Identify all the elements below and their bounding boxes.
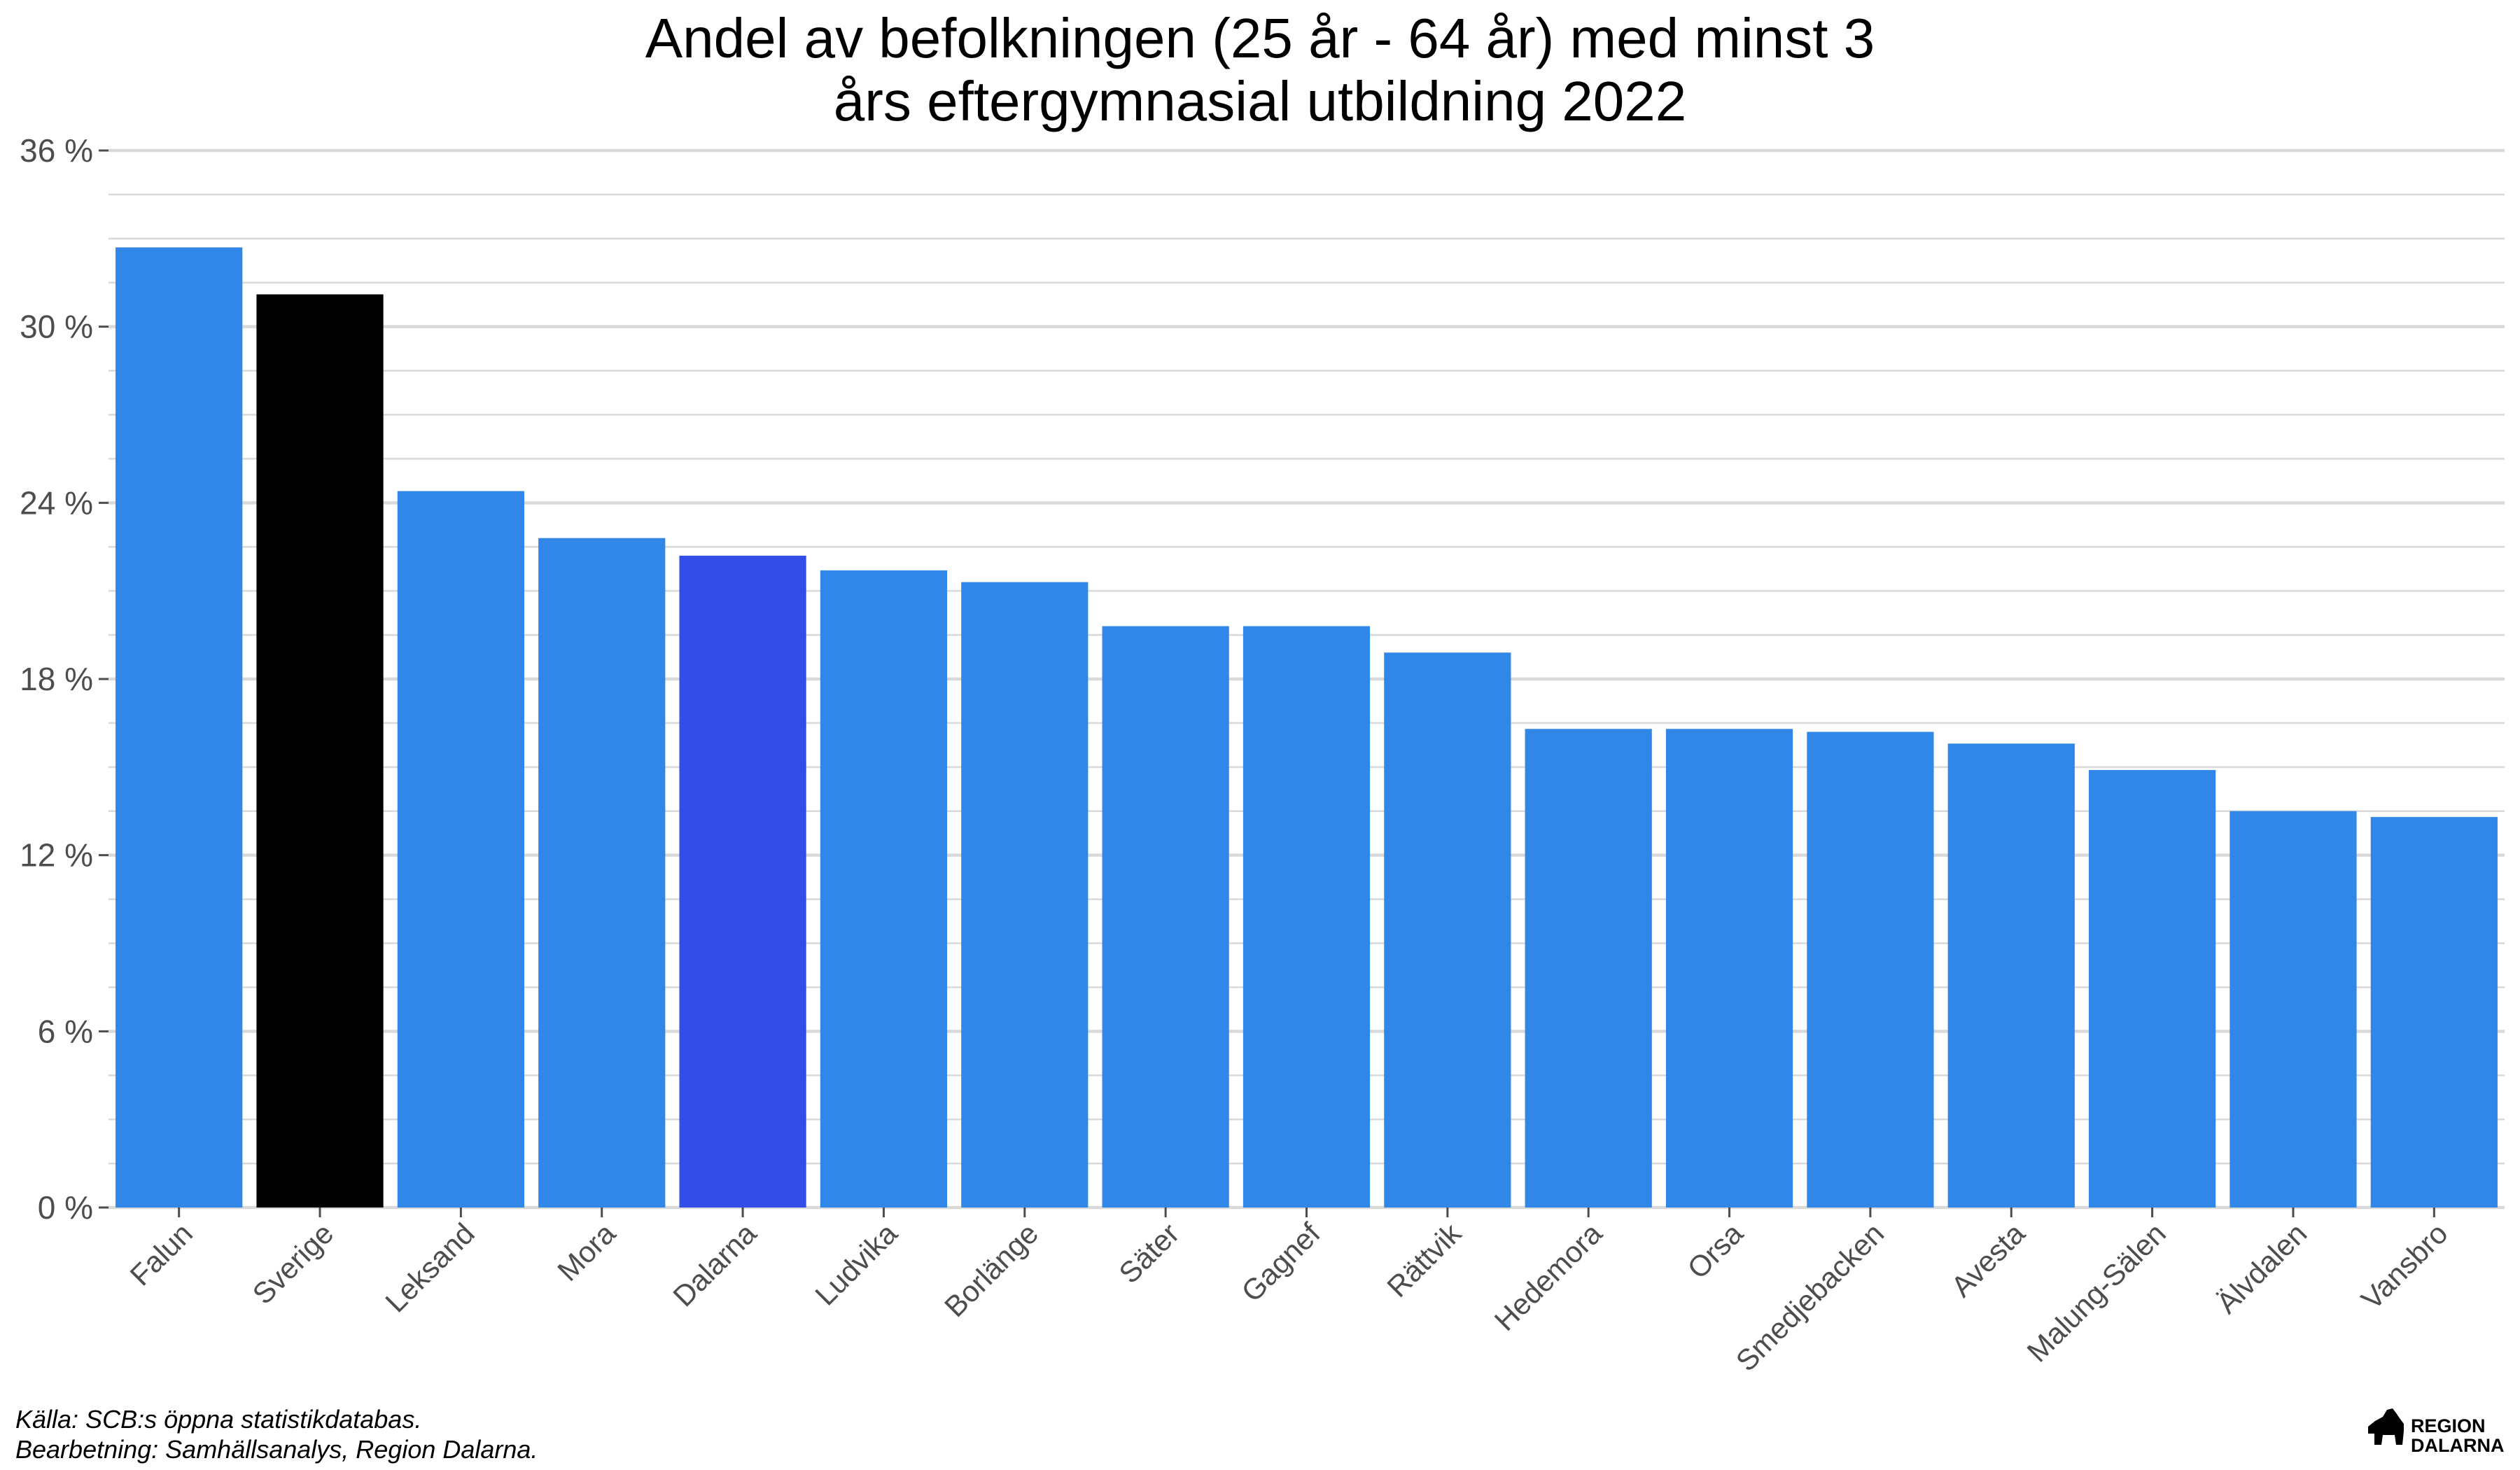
processing-caption: Bearbetning: Samhällsanalys, Region Dala… [15, 1435, 538, 1464]
y-axis-ticks: 0 % 6 % 12 % 18 % 24 % 30 % 36 % [20, 132, 108, 1226]
bar-s-ter [1102, 626, 1229, 1208]
x-tick-label: Hedemora [1488, 1217, 1609, 1337]
bar-mora [538, 538, 666, 1208]
x-tick-label: Rättvik [1380, 1216, 1468, 1303]
bar-smedjebacken [1807, 732, 1934, 1208]
x-tick-label: Falun [124, 1217, 200, 1292]
x-tick-label: Malung-Sälen [2020, 1217, 2171, 1368]
logo-text-dalarna: DALARNA [2411, 1435, 2504, 1456]
bar-gagnef [1242, 626, 1371, 1208]
y-tick-label: 30 % [20, 309, 93, 345]
x-tick-label: Leksand [379, 1217, 481, 1319]
bar-sverige [256, 294, 384, 1208]
source-caption: Källa: SCB:s öppna statistikdatabas. [15, 1405, 421, 1434]
bar-vansbro [2370, 817, 2498, 1208]
x-tick-label: Sverige [246, 1217, 340, 1310]
dala-horse-icon [2368, 1408, 2404, 1445]
x-tick-label: Säter [1112, 1217, 1185, 1289]
y-tick-label: 18 % [20, 661, 93, 697]
x-tick-label: Gagnef [1235, 1217, 1326, 1308]
bar-falun [115, 247, 243, 1208]
bar--lvdalen [2230, 811, 2357, 1208]
bars [115, 247, 2498, 1208]
y-tick-label: 6 % [38, 1013, 93, 1049]
bar-leksand [397, 491, 524, 1208]
x-tick-label: Borlänge [938, 1217, 1044, 1323]
x-tick-label: Smedjebacken [1730, 1217, 1891, 1378]
x-tick-label: Vansbro [2355, 1217, 2454, 1316]
bar-avesta [1947, 743, 2075, 1208]
x-axis-ticks: Falun Sverige Leksand Mora Dalarna Ludvika Bor… [124, 1208, 2454, 1378]
x-tick-label: Avesta [1945, 1217, 2031, 1303]
x-tick-label: Mora [551, 1217, 622, 1287]
y-tick-label: 0 % [38, 1189, 93, 1226]
x-tick-label: Älvdalen [2210, 1217, 2313, 1320]
bar-orsa [1665, 729, 1793, 1208]
bar-hedemora [1525, 729, 1652, 1208]
bar-dalarna [679, 555, 806, 1208]
logo-text-region: REGION [2411, 1415, 2486, 1436]
bar-borl-nge [961, 582, 1088, 1208]
y-tick-label: 24 % [20, 484, 93, 521]
y-tick-label: 36 % [20, 132, 93, 169]
y-tick-label: 12 % [20, 837, 93, 874]
bar-malung-s-len [2089, 770, 2216, 1208]
x-tick-label: Dalarna [666, 1217, 763, 1313]
x-tick-label: Orsa [1681, 1217, 1749, 1285]
chart-title-line-2: års eftergymnasial utbildning 2022 [834, 70, 1687, 132]
bar-r-ttvik [1384, 652, 1511, 1208]
chart-title-line-1: Andel av befolkningen (25 år - 64 år) me… [645, 7, 1875, 69]
x-tick-label: Ludvika [808, 1217, 904, 1312]
bar-ludvika [820, 570, 948, 1208]
region-dalarna-logo: REGION DALARNA [2368, 1408, 2504, 1456]
